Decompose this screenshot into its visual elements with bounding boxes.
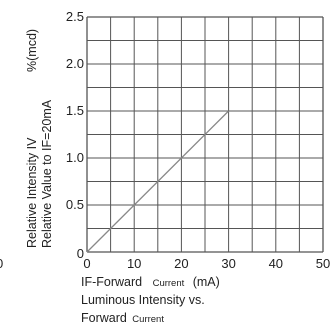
x-tick-label: 50 (316, 256, 330, 271)
chart-title-line2-small: Current (132, 314, 164, 325)
edge-fragment-label: 0 (0, 256, 3, 271)
x-tick-label: 0 (83, 256, 90, 271)
x-tick-label: 10 (127, 256, 141, 271)
y-tick-label: 2.5 (66, 9, 84, 24)
x-tick-label: 30 (221, 256, 235, 271)
x-axis-label: IF-Forward Current (mA) (81, 273, 220, 290)
chart-title-line2-main: Forward (81, 311, 127, 325)
y-tick-label: 2.0 (66, 56, 84, 71)
y-tick-label: 0.5 (66, 197, 84, 212)
y-axis-label-line2: Relative Value to IF=20mA (40, 99, 54, 248)
x-axis-label-small: Current (153, 278, 185, 289)
x-tick-label: 40 (269, 256, 283, 271)
y-axis-label-unit: %(mcd) (25, 29, 39, 72)
y-tick-label: 1.0 (66, 150, 84, 165)
x-axis-label-unit: (mA) (193, 275, 220, 289)
x-tick-label: 20 (174, 256, 188, 271)
grid-lines (86, 16, 324, 253)
y-tick-label: 0 (77, 246, 84, 261)
chart-title-line2: Forward Current (81, 309, 164, 326)
y-axis-label-line1: Relative Intensity IV (25, 137, 39, 248)
x-axis-label-main: IF-Forward (81, 275, 142, 289)
x-tick-labels: 0 10 20 30 40 50 (83, 256, 330, 271)
y-tick-label: 1.5 (66, 103, 84, 118)
series-line-0 (86, 110, 230, 253)
chart-title-line1: Luminous Intensity vs. (81, 293, 205, 307)
y-tick-labels: 0 0.5 1.0 1.5 2.0 2.5 (66, 9, 84, 261)
series-layer (86, 110, 230, 253)
